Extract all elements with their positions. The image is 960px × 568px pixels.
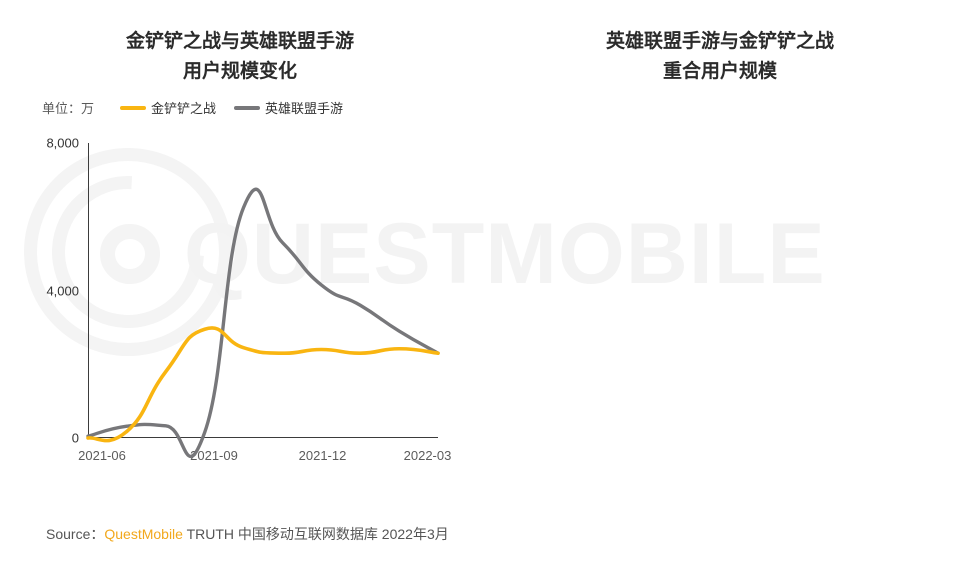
source-prefix: Source：: [46, 526, 105, 542]
legend-item-lolm: 英雄联盟手游: [234, 98, 343, 117]
left-chart-unit-label: 单位：万: [42, 101, 95, 116]
left-xtick-2021-06: 2021-06: [78, 448, 126, 463]
left-xtick-2021-12: 2021-12: [298, 448, 347, 463]
left-chart-plot-area: 0 4,000 8,000 2021-06 2021-09 2021-12 20…: [46, 136, 451, 464]
source-rest: TRUTH 中国移动互联网数据库 2022年3月: [182, 526, 449, 542]
left-ytick-8000: 8,000: [46, 135, 79, 151]
legend-item-jinchanchan: 金铲铲之战: [120, 98, 216, 117]
left-chart-x-axis: [88, 437, 438, 438]
left-chart-title-line1: 金铲铲之战与英雄联盟手游: [125, 31, 354, 52]
left-ytick-4000: 4,000: [46, 283, 79, 298]
line-series-lolm: [86, 187, 440, 459]
left-chart-panel: 金铲铲之战与英雄联盟手游 用户规模变化 单位：万 金铲铲之战 英雄联盟手游 0 …: [0, 27, 480, 464]
legend-label-jinchanchan: 金铲铲之战: [151, 101, 217, 116]
right-chart-title: 英雄联盟手游与金铲铲之战 重合用户规模: [480, 27, 960, 87]
left-ytick-0: 0: [71, 430, 79, 446]
left-xtick-2021-09: 2021-09: [190, 448, 238, 463]
legend-swatch-gray: [234, 105, 261, 110]
left-chart-legend: 金铲铲之战 英雄联盟手游: [120, 98, 343, 117]
left-chart-lines: [86, 187, 440, 459]
right-chart-title-line2: 重合用户规模: [662, 61, 777, 82]
source-footer: Source：QuestMobile TRUTH 中国移动互联网数据库 2022…: [46, 524, 449, 544]
left-chart-y-axis: [88, 143, 89, 438]
left-chart-title-line2: 用户规模变化: [182, 61, 297, 82]
source-brand: QuestMobile: [104, 526, 183, 542]
line-series-jinchanchan: [86, 326, 440, 443]
legend-label-lolm: 英雄联盟手游: [265, 101, 344, 116]
legend-swatch-gold: [120, 105, 146, 110]
left-chart-title: 金铲铲之战与英雄联盟手游 用户规模变化: [0, 27, 480, 87]
left-xtick-2022-03: 2022-03: [403, 448, 452, 463]
right-chart-title-line1: 英雄联盟手游与金铲铲之战: [605, 31, 834, 52]
right-chart-panel: 英雄联盟手游与金铲铲之战 重合用户规模 单位：万 0 1,000 2,000 2…: [480, 0, 960, 568]
